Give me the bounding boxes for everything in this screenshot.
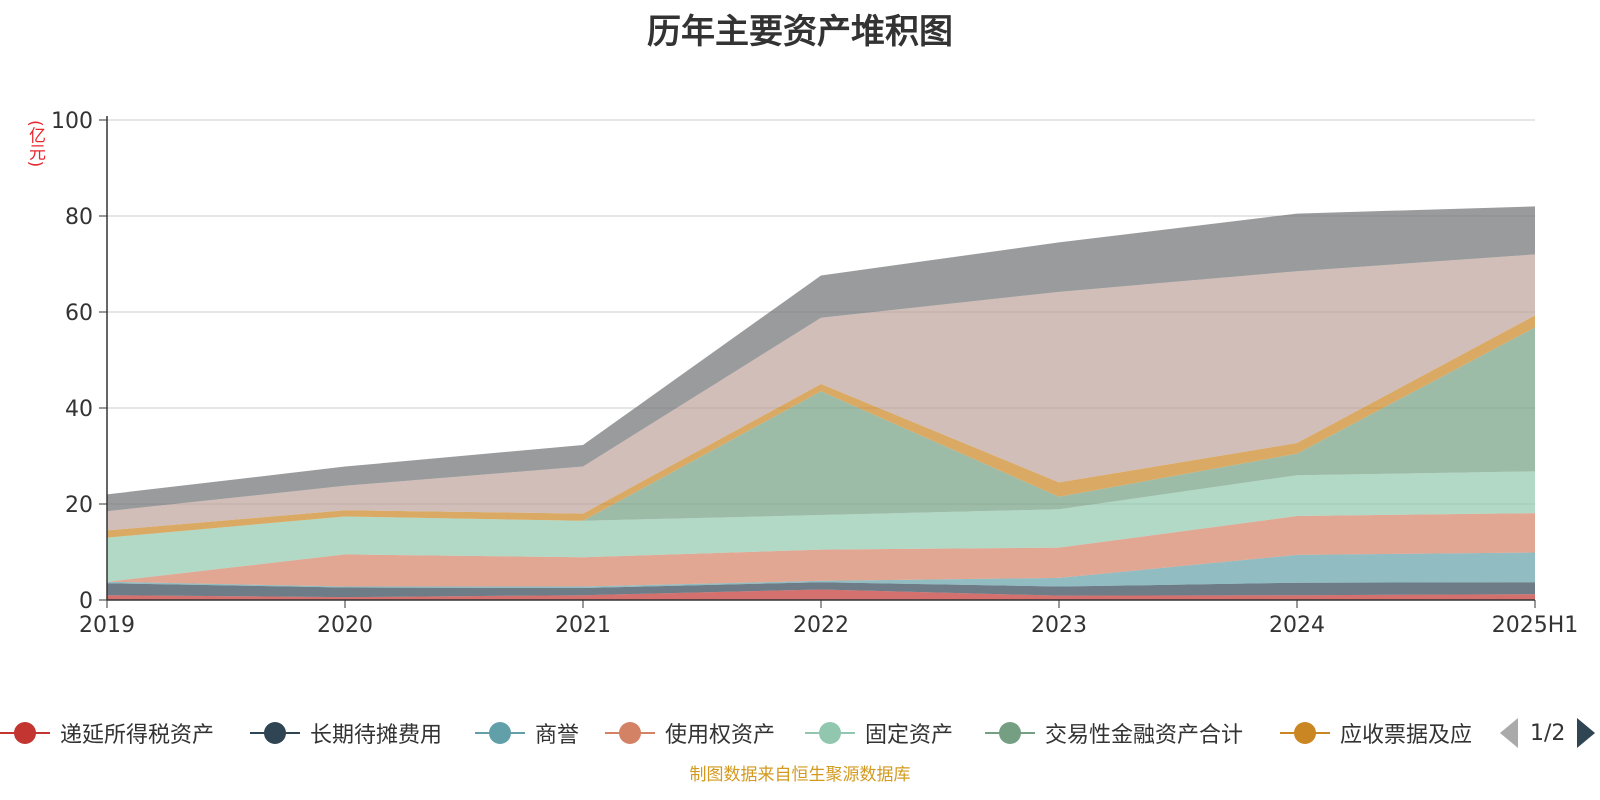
legend-item-trading-financial-assets[interactable]: 交易性金融资产合计 (985, 716, 1243, 750)
legend-marker (475, 721, 525, 745)
legend-marker (250, 721, 300, 745)
legend-item-deferred-tax-assets[interactable]: 递延所得税资产 (0, 716, 214, 750)
legend-marker (805, 721, 855, 745)
legend-label: 递延所得税资产 (60, 723, 215, 748)
legend-label: 商誉 (535, 723, 580, 748)
y-tick-label: 40 (65, 397, 93, 422)
area-series-3 (107, 552, 1535, 588)
area-series-5 (107, 471, 1535, 582)
x-tick-label: 2021 (555, 613, 611, 638)
legend-label: 应收票据及应 (1340, 723, 1473, 748)
y-tick-label: 20 (65, 493, 93, 518)
y-tick-label: 100 (51, 109, 93, 134)
x-tick-label: 2022 (793, 613, 849, 638)
legend-label: 长期待摊费用 (310, 723, 443, 748)
legend-item-right-of-use-assets[interactable]: 使用权资产 (605, 716, 775, 750)
y-axis-unit-label: (亿元) (25, 120, 45, 168)
y-tick-label: 0 (79, 589, 93, 614)
area-series-1 (107, 589, 1535, 600)
area-series-9 (107, 206, 1535, 512)
legend-page-indicator: 1/2 (1530, 720, 1566, 746)
legend-prev-page-icon[interactable] (1500, 718, 1518, 748)
x-tick-label: 2019 (79, 613, 135, 638)
x-tick-label: 2023 (1031, 613, 1087, 638)
legend-marker (605, 721, 655, 745)
legend-item-notes-receivable[interactable]: 应收票据及应 (1280, 716, 1472, 750)
legend-pager: 1/2 (1500, 716, 1596, 750)
y-tick-label: 80 (65, 205, 93, 230)
data-source-note: 制图数据来自恒生聚源数据库 (689, 765, 911, 785)
chart-title: 历年主要资产堆积图 (647, 12, 953, 52)
legend-item-fixed-assets[interactable]: 固定资产 (805, 716, 953, 750)
area-series-2 (107, 582, 1535, 598)
area-series-6 (107, 327, 1535, 538)
y-tick-label: 60 (65, 301, 93, 326)
legend-marker (0, 721, 50, 745)
legend-item-goodwill[interactable]: 商誉 (475, 716, 579, 750)
legend-item-long-term-prepaid-expenses[interactable]: 长期待摊费用 (250, 716, 442, 750)
area-series-8 (107, 254, 1535, 531)
legend-marker (1280, 721, 1330, 745)
x-tick-label: 2025H1 (1492, 613, 1579, 638)
legend-next-page-icon[interactable] (1577, 718, 1596, 748)
legend-label: 固定资产 (865, 723, 954, 748)
legend: 递延所得税资产 长期待摊费用 商誉 使用权资产 固定资产 交易性金融资产合计 应… (0, 716, 1600, 750)
area-series-4 (107, 513, 1535, 587)
x-tick-label: 2024 (1269, 613, 1325, 638)
legend-label: 使用权资产 (665, 723, 776, 748)
legend-marker (985, 721, 1035, 745)
x-tick-label: 2020 (317, 613, 373, 638)
legend-label: 交易性金融资产合计 (1045, 723, 1244, 748)
